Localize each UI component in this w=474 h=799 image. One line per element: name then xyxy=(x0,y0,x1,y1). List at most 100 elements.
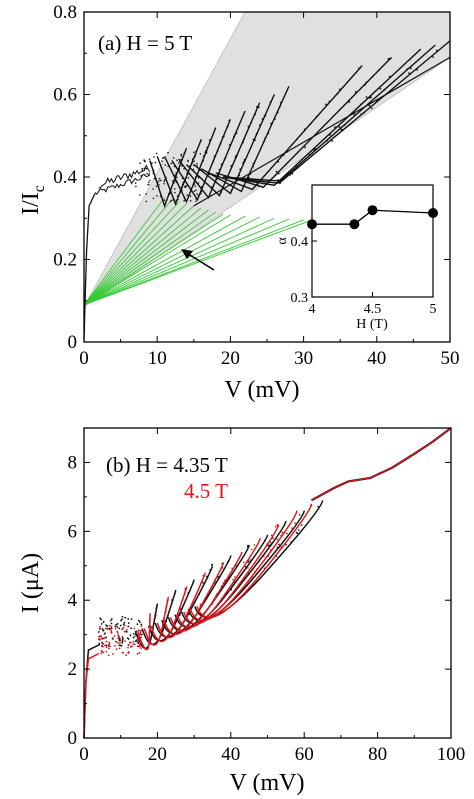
branch-point xyxy=(186,172,189,175)
noise-point xyxy=(121,615,124,618)
branch-point xyxy=(252,165,254,168)
noise-point xyxy=(197,194,200,197)
branch-point xyxy=(276,538,279,541)
y-tick-label: 0 xyxy=(68,332,78,353)
noise-point xyxy=(125,654,128,656)
branch-point xyxy=(254,139,256,142)
branch-point xyxy=(250,548,253,551)
noise-point xyxy=(104,627,107,630)
branch-point xyxy=(301,524,303,526)
branch-point xyxy=(154,613,156,616)
fit-line-5 xyxy=(83,205,195,306)
branch-point xyxy=(201,185,203,188)
branch-point xyxy=(360,113,363,115)
branch-point xyxy=(268,563,271,565)
fit-line-3 xyxy=(83,201,180,306)
panel-annotation: (b) H = 4.35 T xyxy=(106,453,228,477)
branch-point xyxy=(227,125,229,128)
noise-point xyxy=(154,161,157,164)
branch-point xyxy=(211,603,213,605)
noise-point xyxy=(105,640,108,643)
axis-ticks: 0 10 20 30 40 50 0 0.2 0.4 0.6 0.8 xyxy=(53,2,459,369)
branch-point xyxy=(408,58,411,61)
branch-point xyxy=(368,104,371,107)
noise-point xyxy=(170,162,172,165)
branch-1-8 xyxy=(183,524,280,625)
branch-point xyxy=(234,133,236,136)
noise-point xyxy=(140,633,143,636)
noise-point xyxy=(155,152,158,155)
noise-point xyxy=(125,630,128,633)
noise-point xyxy=(122,623,125,626)
branch-point xyxy=(263,140,266,143)
noise-point xyxy=(100,652,103,655)
branch-9 xyxy=(208,65,363,191)
branch-point xyxy=(222,582,225,585)
branch-point xyxy=(358,67,360,70)
noise-point xyxy=(134,182,137,184)
branch-point xyxy=(212,185,215,188)
noise-point xyxy=(139,632,142,635)
branch-point xyxy=(249,559,252,561)
branch-point xyxy=(223,581,225,584)
x-axis-label: V (mV) xyxy=(230,770,305,796)
fit-line-10 xyxy=(83,214,231,306)
inset-x-label: H (T) xyxy=(356,317,388,332)
branch-point xyxy=(252,576,254,579)
noise-point xyxy=(135,185,137,188)
branch-point xyxy=(206,577,209,579)
panel-annotation: (a) H = 5 T xyxy=(98,31,192,55)
noise-point xyxy=(184,186,187,188)
branch-point xyxy=(325,103,327,106)
y-tick-label: 6 xyxy=(68,521,78,542)
branch-point xyxy=(309,123,312,125)
branch-point xyxy=(200,190,203,193)
noise-point xyxy=(117,634,120,637)
branch-1-9 xyxy=(189,510,298,622)
noise-point xyxy=(110,625,113,628)
branch-point xyxy=(285,173,288,176)
branch-point xyxy=(209,569,211,571)
noise-point xyxy=(197,176,200,179)
branch-point xyxy=(275,170,278,173)
noise-point xyxy=(123,621,126,624)
noise-point xyxy=(149,179,151,182)
branch-point xyxy=(183,152,186,154)
branch-point xyxy=(191,161,194,164)
noise-point xyxy=(183,167,185,170)
inset-point xyxy=(428,208,438,218)
noise-point xyxy=(180,158,182,161)
branch-8 xyxy=(200,85,290,193)
noise-point xyxy=(99,625,102,628)
branch-point xyxy=(155,606,158,609)
noise-point xyxy=(136,623,139,626)
noise-point xyxy=(193,190,196,192)
noise-point xyxy=(108,624,111,627)
noise-point xyxy=(197,175,200,178)
noise-point xyxy=(116,630,119,633)
noise-point xyxy=(98,635,101,638)
noise-point xyxy=(145,193,148,195)
branch-point xyxy=(304,146,306,149)
branch-point xyxy=(370,107,373,110)
branch-12 xyxy=(223,44,436,184)
branch-point xyxy=(338,126,341,128)
noise-point xyxy=(108,641,111,644)
branch-point xyxy=(281,532,283,534)
branch-point xyxy=(242,561,245,564)
branch-point xyxy=(148,631,151,634)
noise-point xyxy=(102,629,105,632)
noise-point xyxy=(167,165,169,168)
noise-point xyxy=(145,200,148,203)
noise-point xyxy=(192,164,195,166)
branch-point xyxy=(359,103,362,106)
branch-point xyxy=(370,96,372,99)
branch-point xyxy=(280,534,282,537)
branch-point xyxy=(286,532,288,535)
noise-point xyxy=(137,641,140,643)
noise-point xyxy=(155,185,158,188)
noise-point xyxy=(152,172,155,174)
branch-point xyxy=(269,541,272,544)
branch-point xyxy=(279,101,282,104)
branch-point xyxy=(313,149,316,151)
